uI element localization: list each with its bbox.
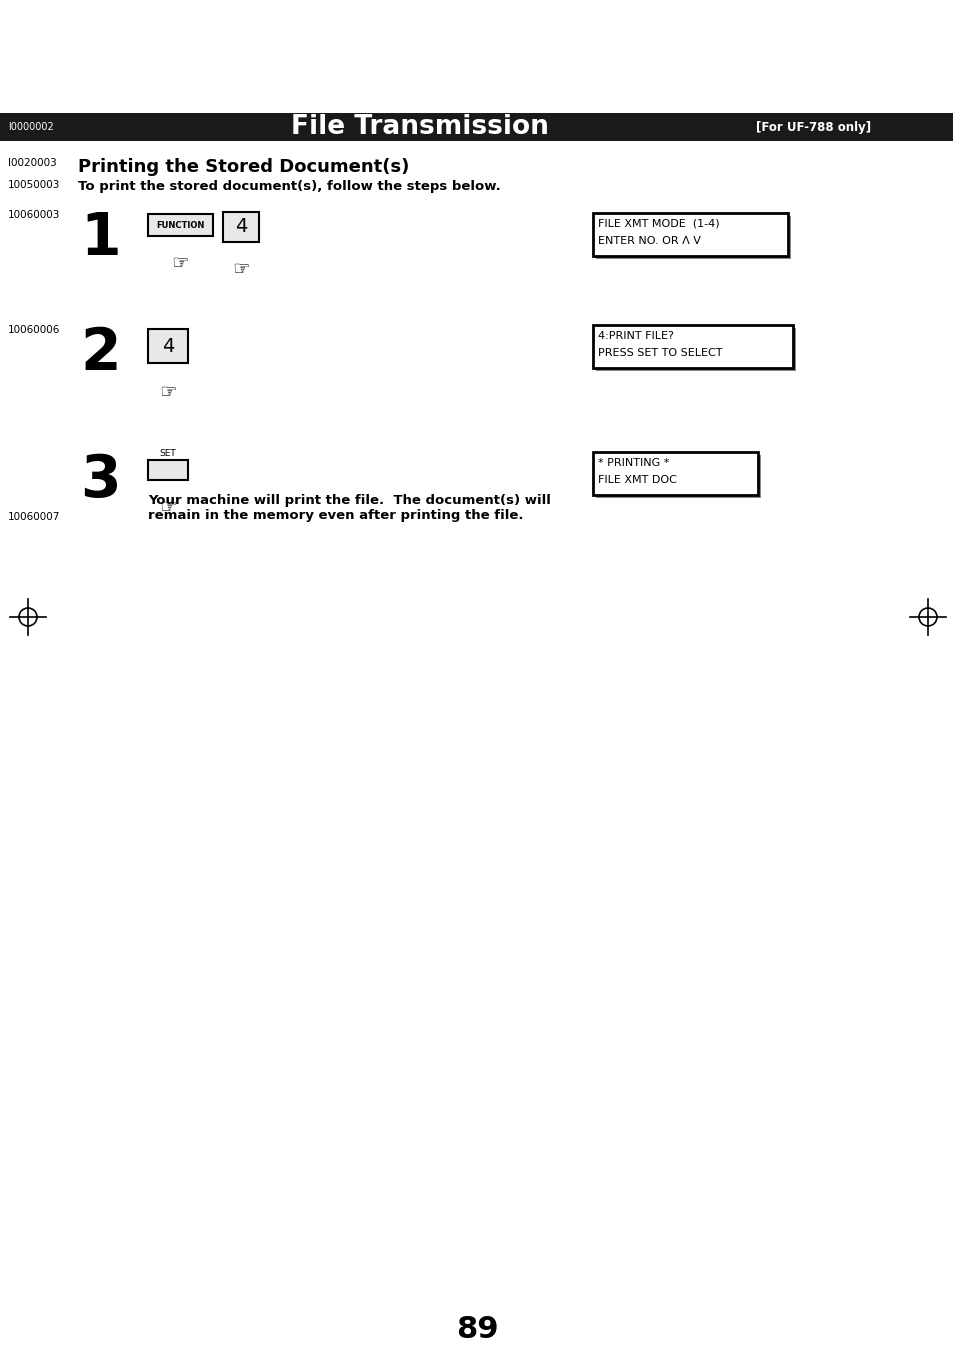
Text: FUNCTION: FUNCTION [155, 220, 204, 229]
Text: SET: SET [159, 449, 176, 459]
Text: To print the stored document(s), follow the steps below.: To print the stored document(s), follow … [78, 179, 500, 193]
Bar [148, 329, 188, 363]
Text: l0020003: l0020003 [8, 158, 56, 169]
Text: File Transmission: File Transmission [291, 115, 548, 140]
Text: l0000002: l0000002 [8, 121, 53, 132]
Bar [596, 455, 760, 498]
Text: ☞: ☞ [232, 260, 250, 279]
Text: ☞: ☞ [159, 498, 176, 517]
Bar [148, 214, 213, 236]
Text: 4: 4 [234, 217, 247, 236]
Bar [593, 452, 758, 495]
Bar [0, 113, 953, 142]
Text: ENTER NO. OR Λ V: ENTER NO. OR Λ V [598, 236, 700, 246]
Bar [593, 213, 787, 256]
Bar [596, 328, 795, 371]
Bar [593, 325, 792, 368]
Text: Your machine will print the file.  The document(s) will
remain in the memory eve: Your machine will print the file. The do… [148, 494, 550, 522]
Text: 89: 89 [456, 1315, 497, 1344]
Text: 1: 1 [80, 210, 120, 267]
Bar [148, 460, 188, 480]
Text: 2: 2 [80, 325, 120, 382]
Text: 10060006: 10060006 [8, 325, 60, 335]
Bar [596, 216, 790, 259]
Bar [223, 212, 258, 241]
Text: 10060003: 10060003 [8, 210, 60, 220]
Text: FILE XMT MODE  (1-4): FILE XMT MODE (1-4) [598, 219, 719, 229]
Text: Printing the Stored Document(s): Printing the Stored Document(s) [78, 158, 409, 175]
Text: * PRINTING *: * PRINTING * [598, 459, 669, 468]
Text: PRESS SET TO SELECT: PRESS SET TO SELECT [598, 348, 721, 357]
Text: ☞: ☞ [172, 254, 189, 272]
Text: 4:PRINT FILE?: 4:PRINT FILE? [598, 331, 673, 341]
Text: 10050003: 10050003 [8, 179, 60, 190]
Text: ☞: ☞ [159, 383, 176, 402]
Text: [For UF-788 only]: [For UF-788 only] [755, 120, 870, 134]
Text: 4: 4 [162, 336, 174, 356]
Text: FILE XMT DOC: FILE XMT DOC [598, 475, 677, 486]
Text: 10060007: 10060007 [8, 513, 60, 522]
Text: 3: 3 [80, 452, 120, 509]
